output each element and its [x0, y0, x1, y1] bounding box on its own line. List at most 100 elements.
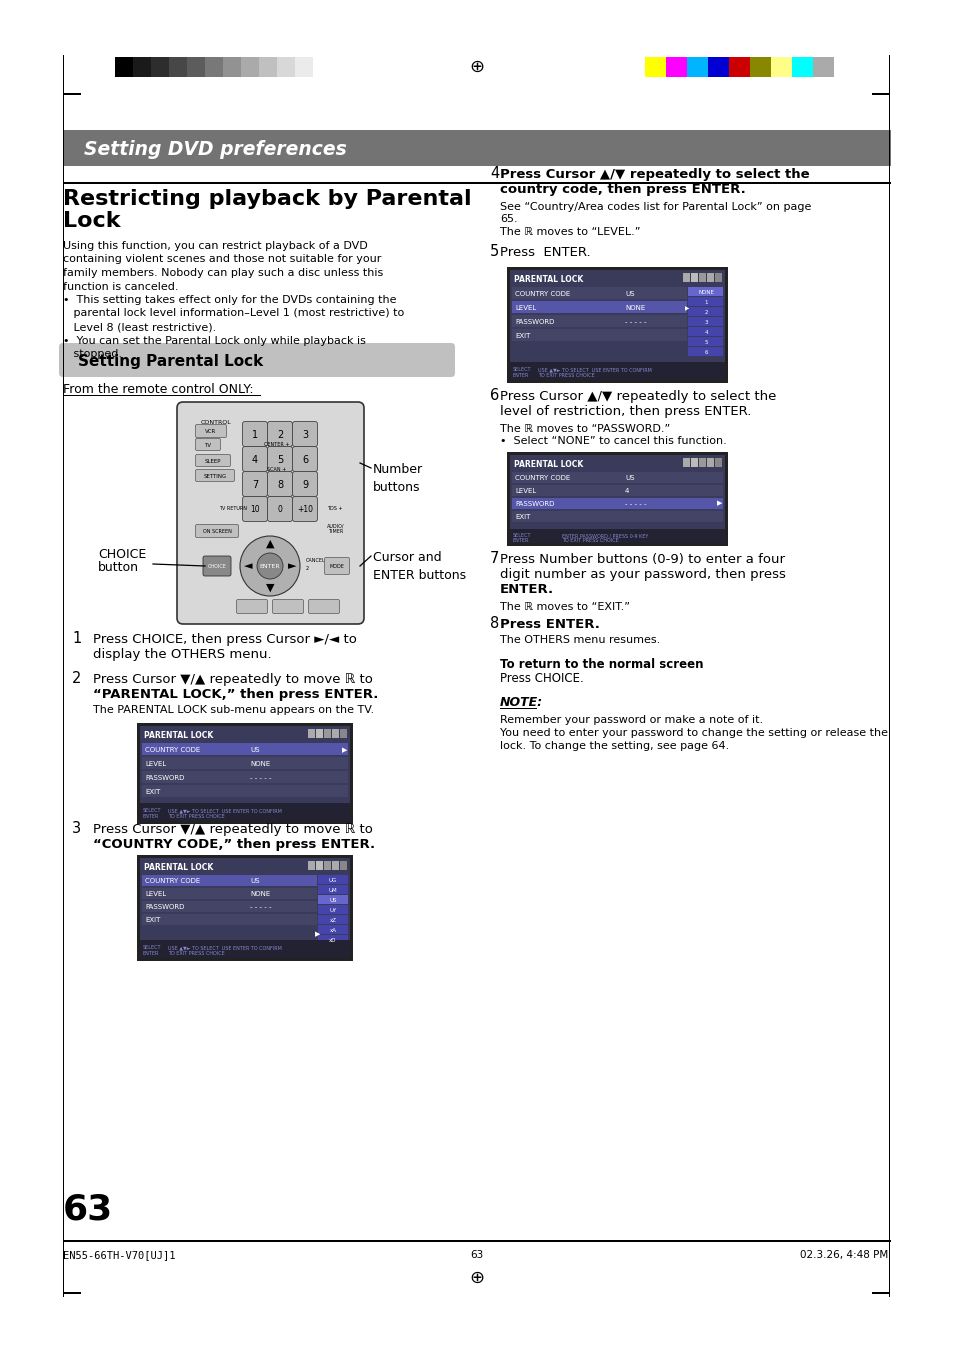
- Text: NONE: NONE: [698, 289, 713, 295]
- Text: PASSWORD: PASSWORD: [145, 904, 184, 910]
- Bar: [512, 315, 686, 327]
- Bar: [140, 859, 350, 959]
- Bar: [317, 886, 348, 894]
- Bar: [332, 861, 338, 869]
- Text: The OTHERS menu resumes.: The OTHERS menu resumes.: [499, 635, 659, 645]
- FancyBboxPatch shape: [242, 422, 267, 446]
- Bar: [690, 458, 698, 466]
- FancyBboxPatch shape: [273, 599, 303, 614]
- Bar: [205, 57, 223, 77]
- Text: EXIT: EXIT: [515, 333, 530, 339]
- Text: LEVEL: LEVEL: [145, 891, 166, 896]
- Text: SELECT: SELECT: [143, 945, 161, 950]
- Text: ►: ►: [288, 561, 296, 571]
- Bar: [258, 57, 276, 77]
- Text: parental lock level information–Level 1 (most restrictive) to: parental lock level information–Level 1 …: [63, 308, 404, 319]
- Text: ▲: ▲: [266, 539, 274, 549]
- Text: Press CHOICE.: Press CHOICE.: [499, 672, 583, 685]
- Text: CONTROL: CONTROL: [201, 420, 232, 425]
- Text: UM: UM: [329, 888, 337, 894]
- Bar: [63, 130, 890, 166]
- Text: You need to enter your password to change the setting or release the: You need to enter your password to chang…: [499, 727, 887, 738]
- Bar: [187, 57, 205, 77]
- Bar: [317, 936, 348, 944]
- Text: Remember your password or make a note of it.: Remember your password or make a note of…: [499, 715, 762, 725]
- Text: SELECT: SELECT: [513, 366, 531, 372]
- Bar: [169, 57, 187, 77]
- Text: COUNTRY CODE: COUNTRY CODE: [515, 291, 570, 297]
- Bar: [812, 57, 833, 77]
- Bar: [142, 900, 316, 913]
- Text: MODE: MODE: [329, 564, 344, 568]
- Bar: [339, 861, 347, 869]
- Bar: [142, 757, 348, 769]
- Bar: [687, 316, 722, 326]
- Text: Restricting playback by Parental: Restricting playback by Parental: [63, 189, 471, 210]
- Text: USE ▲▼► TO SELECT  USE ENTER TO CONFIRM: USE ▲▼► TO SELECT USE ENTER TO CONFIRM: [537, 366, 651, 372]
- Text: 10: 10: [250, 506, 259, 515]
- Text: Cursor and
ENTER buttons: Cursor and ENTER buttons: [373, 552, 466, 581]
- Text: PASSWORD: PASSWORD: [515, 319, 554, 324]
- Text: 4: 4: [490, 166, 498, 181]
- Text: TDS +: TDS +: [327, 506, 343, 511]
- Bar: [142, 744, 348, 754]
- Text: COUNTRY CODE: COUNTRY CODE: [145, 877, 200, 884]
- Bar: [142, 875, 316, 886]
- FancyBboxPatch shape: [195, 425, 226, 438]
- FancyBboxPatch shape: [242, 446, 267, 472]
- Text: USE ▲▼► TO SELECT  USE ENTER TO CONFIRM: USE ▲▼► TO SELECT USE ENTER TO CONFIRM: [168, 945, 281, 950]
- Text: 4: 4: [252, 456, 258, 465]
- Text: stopped.: stopped.: [63, 349, 122, 360]
- Bar: [63, 1240, 890, 1241]
- Text: ENTER: ENTER: [513, 538, 529, 544]
- Text: •  Select “NONE” to cancel this function.: • Select “NONE” to cancel this function.: [499, 435, 726, 446]
- Text: digit number as your password, then press: digit number as your password, then pres…: [499, 568, 785, 581]
- Bar: [665, 57, 686, 77]
- Bar: [512, 498, 722, 508]
- Text: - - - - -: - - - - -: [250, 775, 272, 781]
- Text: LEVEL: LEVEL: [515, 488, 536, 493]
- Text: Setting DVD preferences: Setting DVD preferences: [84, 141, 346, 160]
- Text: Press ENTER.: Press ENTER.: [499, 618, 599, 631]
- Bar: [339, 729, 347, 738]
- Text: ▼: ▼: [266, 583, 274, 594]
- Bar: [510, 456, 724, 544]
- Text: Press Cursor ▲/▼ repeatedly to select the: Press Cursor ▲/▼ repeatedly to select th…: [499, 389, 776, 403]
- Text: US: US: [624, 291, 634, 297]
- Text: US: US: [624, 475, 634, 481]
- Bar: [682, 273, 689, 283]
- Text: Press Cursor ▲/▼ repeatedly to select the: Press Cursor ▲/▼ repeatedly to select th…: [499, 168, 809, 181]
- Text: LEVEL: LEVEL: [145, 761, 166, 767]
- Bar: [687, 297, 722, 306]
- Text: xD: xD: [329, 938, 336, 942]
- Bar: [63, 55, 65, 1297]
- Bar: [510, 270, 724, 380]
- Text: xZ: xZ: [329, 918, 336, 923]
- Text: Press Cursor ▼/▲ repeatedly to move ℝ to: Press Cursor ▼/▲ repeatedly to move ℝ to: [92, 673, 373, 685]
- Text: PASSWORD: PASSWORD: [145, 775, 184, 781]
- Text: ▶: ▶: [717, 500, 721, 506]
- Bar: [294, 57, 313, 77]
- Text: 9: 9: [301, 480, 308, 489]
- Bar: [871, 1293, 889, 1294]
- Text: TO EXIT PRESS CHOICE: TO EXIT PRESS CHOICE: [561, 538, 618, 544]
- Text: 4: 4: [624, 488, 629, 493]
- Bar: [791, 57, 812, 77]
- Bar: [687, 287, 722, 296]
- Text: - - - - -: - - - - -: [624, 319, 646, 324]
- Bar: [687, 307, 722, 316]
- Bar: [714, 458, 721, 466]
- FancyBboxPatch shape: [267, 422, 293, 446]
- FancyBboxPatch shape: [203, 556, 231, 576]
- Text: function is canceled.: function is canceled.: [63, 281, 178, 292]
- Text: 63: 63: [63, 1192, 113, 1228]
- Text: NONE: NONE: [250, 891, 270, 896]
- Text: ◄: ◄: [244, 561, 252, 571]
- Bar: [142, 914, 316, 925]
- Bar: [644, 57, 665, 77]
- Bar: [706, 273, 713, 283]
- Bar: [706, 458, 713, 466]
- FancyBboxPatch shape: [195, 469, 234, 481]
- Text: Number
buttons: Number buttons: [373, 462, 423, 493]
- Bar: [142, 888, 316, 899]
